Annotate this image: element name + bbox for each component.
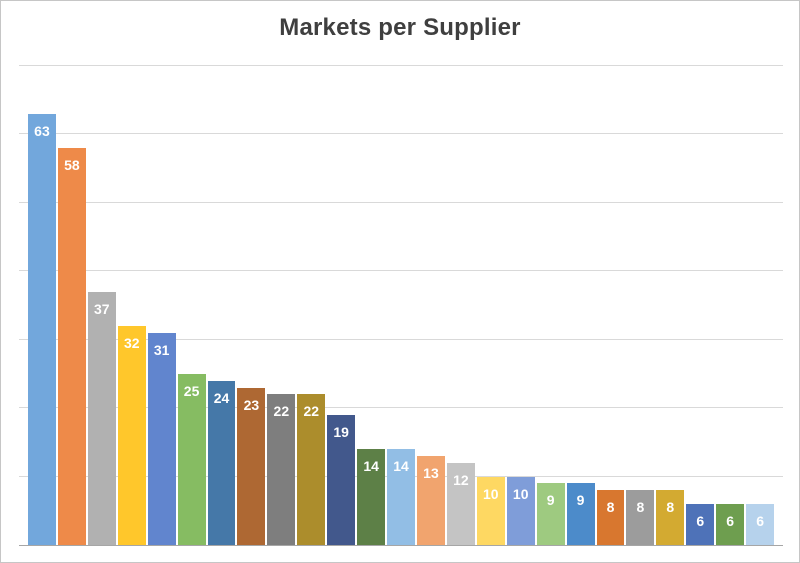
bar: 19 bbox=[327, 415, 356, 545]
plot-area: 63 58 37 32 31 25 24 23 22 22 19 14 14 13 12 10 10 9 9 8 8 8 6… bbox=[19, 65, 783, 546]
bar: 25 bbox=[177, 373, 206, 545]
bar-value-label: 9 bbox=[576, 492, 585, 509]
gridline bbox=[19, 407, 783, 409]
bar: 22 bbox=[267, 394, 296, 545]
bar: 8 bbox=[656, 490, 685, 545]
bar: 14 bbox=[357, 449, 386, 545]
x-axis-line bbox=[19, 545, 783, 546]
bar-value-label: 25 bbox=[183, 382, 200, 399]
bar-value-label: 22 bbox=[273, 403, 290, 420]
bar: 8 bbox=[626, 490, 655, 545]
gridline bbox=[19, 338, 783, 340]
bar: 37 bbox=[87, 291, 116, 545]
bar-value-label: 10 bbox=[512, 485, 529, 502]
bar: 31 bbox=[147, 332, 176, 545]
bar: 32 bbox=[117, 326, 146, 545]
bar-value-label: 13 bbox=[423, 465, 439, 482]
gridline bbox=[19, 270, 783, 272]
bar-value-label: 22 bbox=[303, 403, 320, 420]
bar-value-label: 32 bbox=[123, 335, 140, 352]
bar: 63 bbox=[28, 113, 56, 545]
bar: 6 bbox=[746, 503, 775, 545]
bar-value-label: 6 bbox=[756, 512, 764, 529]
bar-value-label: 12 bbox=[453, 471, 469, 488]
gridline bbox=[19, 201, 783, 203]
bar-value-label: 9 bbox=[546, 492, 555, 509]
bar: 58 bbox=[57, 148, 86, 545]
bar-value-label: 23 bbox=[243, 396, 260, 413]
bar-value-label: 58 bbox=[64, 157, 80, 174]
bar: 13 bbox=[416, 456, 445, 545]
bar: 10 bbox=[506, 476, 535, 545]
bar: 22 bbox=[297, 394, 326, 545]
bar: 6 bbox=[716, 503, 745, 545]
bar: 8 bbox=[596, 490, 625, 545]
bar: 6 bbox=[686, 503, 715, 545]
bar: 14 bbox=[387, 449, 415, 545]
bar-value-label: 8 bbox=[606, 499, 615, 516]
bar: 10 bbox=[476, 476, 505, 545]
bar-value-label: 10 bbox=[483, 485, 499, 502]
bar-value-label: 14 bbox=[363, 458, 379, 475]
bar-value-label: 31 bbox=[153, 341, 170, 358]
bar: 12 bbox=[446, 462, 475, 545]
bar-value-label: 24 bbox=[213, 389, 230, 406]
bar-value-label: 8 bbox=[666, 499, 675, 516]
bar-value-label: 19 bbox=[333, 424, 349, 440]
bar-value-label: 14 bbox=[393, 458, 409, 475]
bar-value-label: 6 bbox=[726, 512, 735, 529]
bar: 9 bbox=[566, 483, 595, 545]
bar-value-label: 8 bbox=[636, 499, 645, 516]
bar-value-label: 37 bbox=[94, 300, 110, 317]
bar-value-label: 6 bbox=[696, 512, 705, 529]
bar: 23 bbox=[237, 387, 266, 545]
gridline bbox=[19, 133, 783, 135]
bar-value-label: 63 bbox=[34, 122, 50, 139]
bars: 63 58 37 32 31 25 24 23 22 22 19 14 14 13 12 10 10 9 9 8 8 8 6… bbox=[28, 113, 775, 545]
bar: 9 bbox=[536, 483, 565, 545]
gridline bbox=[19, 65, 783, 66]
bar: 24 bbox=[207, 380, 236, 545]
chart-title: Markets per Supplier bbox=[279, 14, 521, 41]
